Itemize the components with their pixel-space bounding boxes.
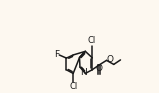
Text: O: O xyxy=(96,64,103,73)
Text: O: O xyxy=(107,55,114,64)
Text: N: N xyxy=(80,68,87,77)
Text: Cl: Cl xyxy=(69,82,77,91)
Text: Cl: Cl xyxy=(88,36,96,45)
Text: F: F xyxy=(54,50,59,59)
